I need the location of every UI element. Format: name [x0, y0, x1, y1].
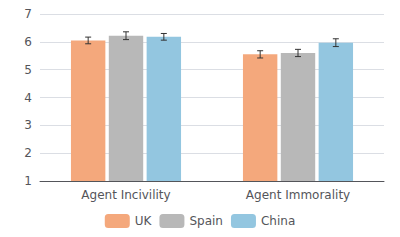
svg-text:2: 2 [24, 146, 32, 160]
svg-text:4: 4 [24, 91, 32, 105]
svg-text:Agent Immorality: Agent Immorality [246, 188, 350, 202]
svg-text:7: 7 [24, 7, 32, 21]
svg-text:Agent Incivility: Agent Incivility [81, 188, 170, 202]
svg-text:1: 1 [24, 174, 32, 188]
svg-text:China: China [261, 214, 295, 228]
svg-text:Spain: Spain [189, 214, 223, 228]
svg-text:6: 6 [24, 35, 32, 49]
svg-text:5: 5 [24, 63, 32, 77]
svg-text:UK: UK [135, 214, 153, 228]
svg-text:3: 3 [24, 118, 32, 132]
